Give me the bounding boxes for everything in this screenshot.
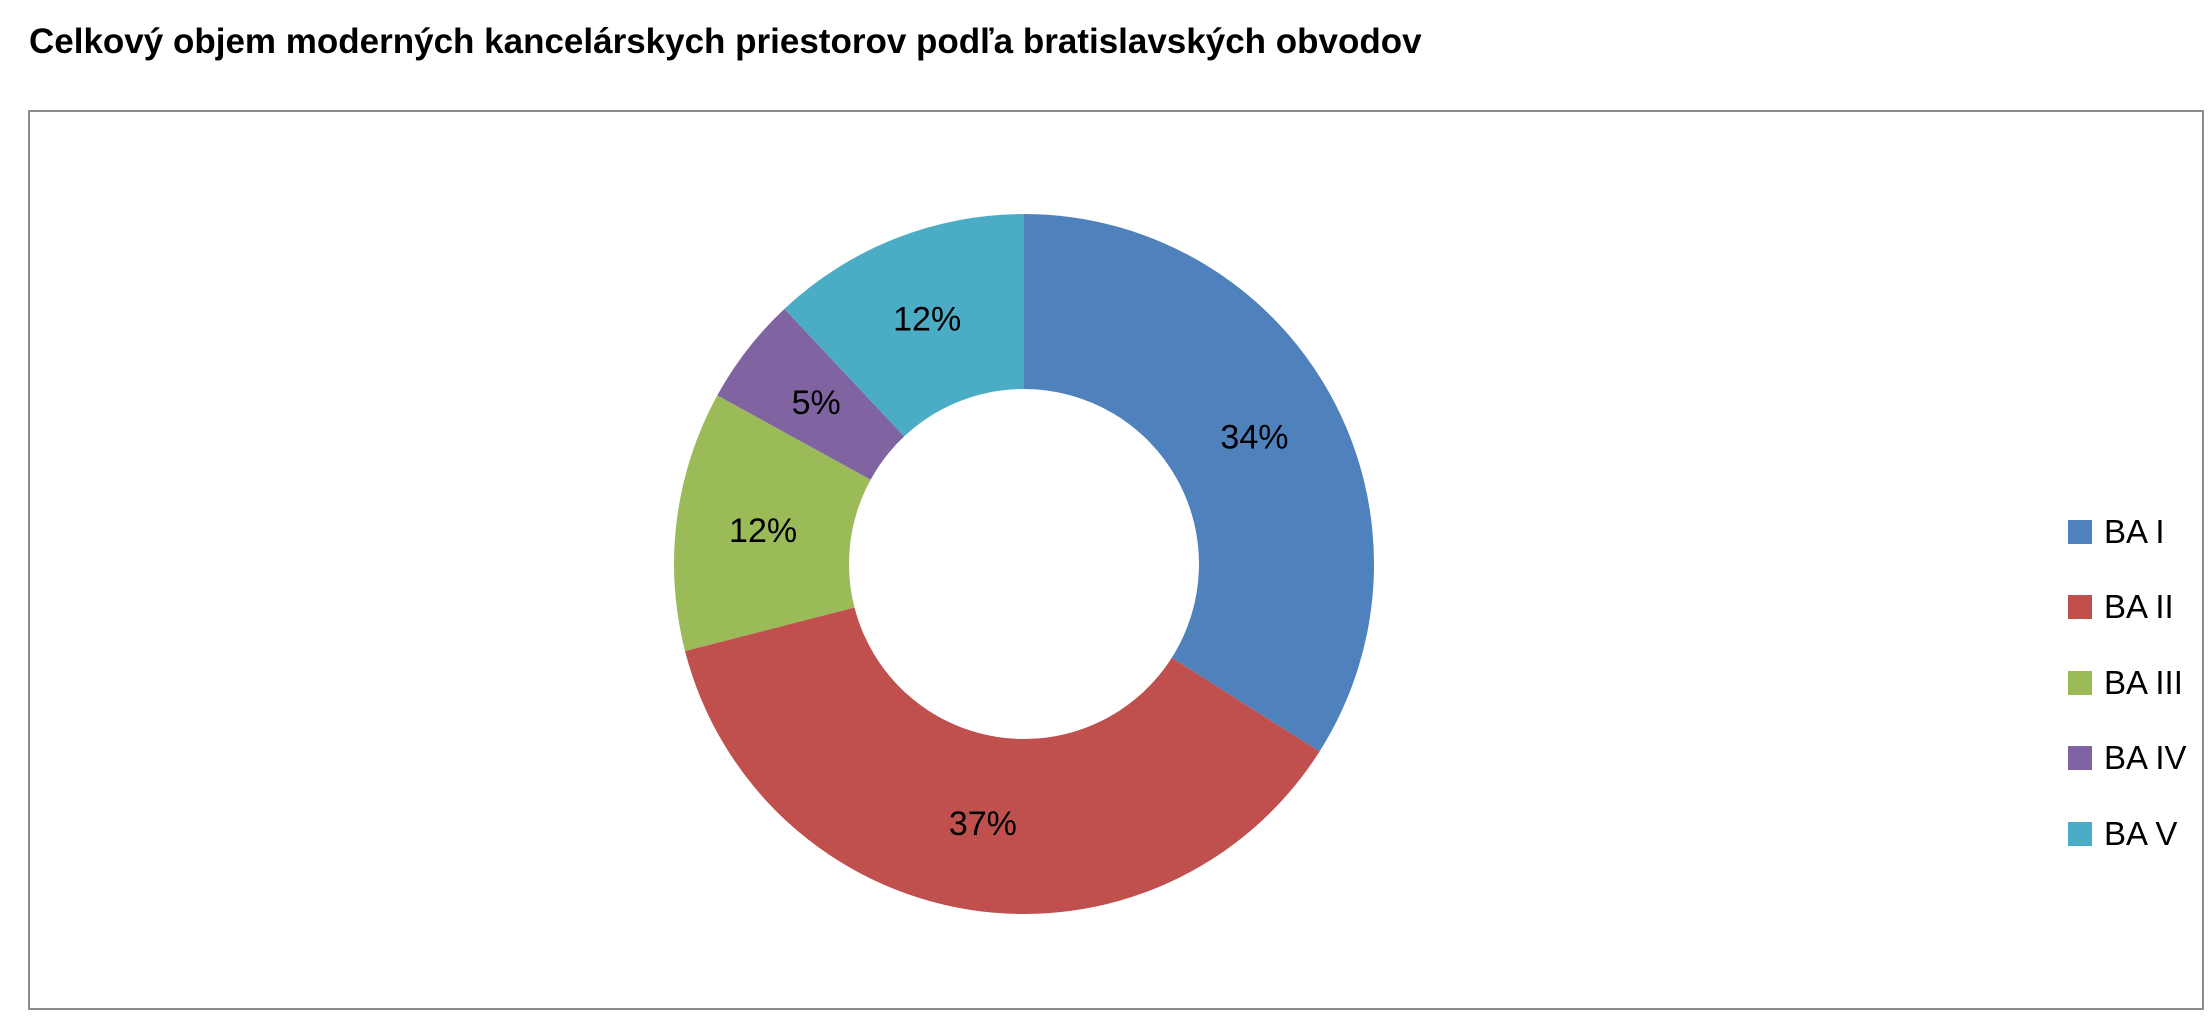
legend-swatch [2068, 595, 2092, 620]
legend-label: BA III [2104, 663, 2183, 701]
legend-swatch [2068, 746, 2092, 771]
legend-item-ba-iii: BA III [2068, 645, 2187, 721]
legend-item-ba-i: BA I [2068, 494, 2187, 570]
legend-item-ba-iv: BA IV [2068, 721, 2187, 797]
legend-swatch [2068, 821, 2092, 846]
legend-label: BA IV [2104, 739, 2187, 777]
slice-ba-v [784, 214, 1024, 437]
chart-title: Celkový objem moderných kancelárskych pr… [29, 22, 1422, 61]
data-label-ba-ii: 37% [949, 805, 1017, 843]
slice-ba-ii [684, 607, 1320, 914]
data-label-ba-v: 12% [893, 300, 961, 338]
data-label-ba-iv: 5% [792, 384, 841, 422]
legend-swatch [2068, 519, 2092, 544]
legend-item-ba-ii: BA II [2068, 570, 2187, 646]
data-label-ba-i: 34% [1220, 418, 1288, 456]
legend: BA I BA II BA III BA IV BA V [2068, 494, 2187, 872]
slice-ba-i [1024, 214, 1374, 752]
legend-label: BA II [2104, 588, 2174, 626]
slice-ba-iii [674, 395, 871, 652]
legend-label: BA I [2104, 512, 2165, 550]
chart-area: 34% 37% 12% 5% 12% BA I BA II BA III BA IV BA V [28, 110, 2204, 1010]
slice-ba-iv [717, 308, 905, 480]
legend-item-ba-v: BA V [2068, 796, 2187, 872]
donut-chart: 34% 37% 12% 5% 12% [674, 214, 1374, 914]
data-label-ba-iii: 12% [729, 512, 797, 550]
legend-label: BA V [2104, 814, 2178, 852]
legend-swatch [2068, 670, 2092, 695]
